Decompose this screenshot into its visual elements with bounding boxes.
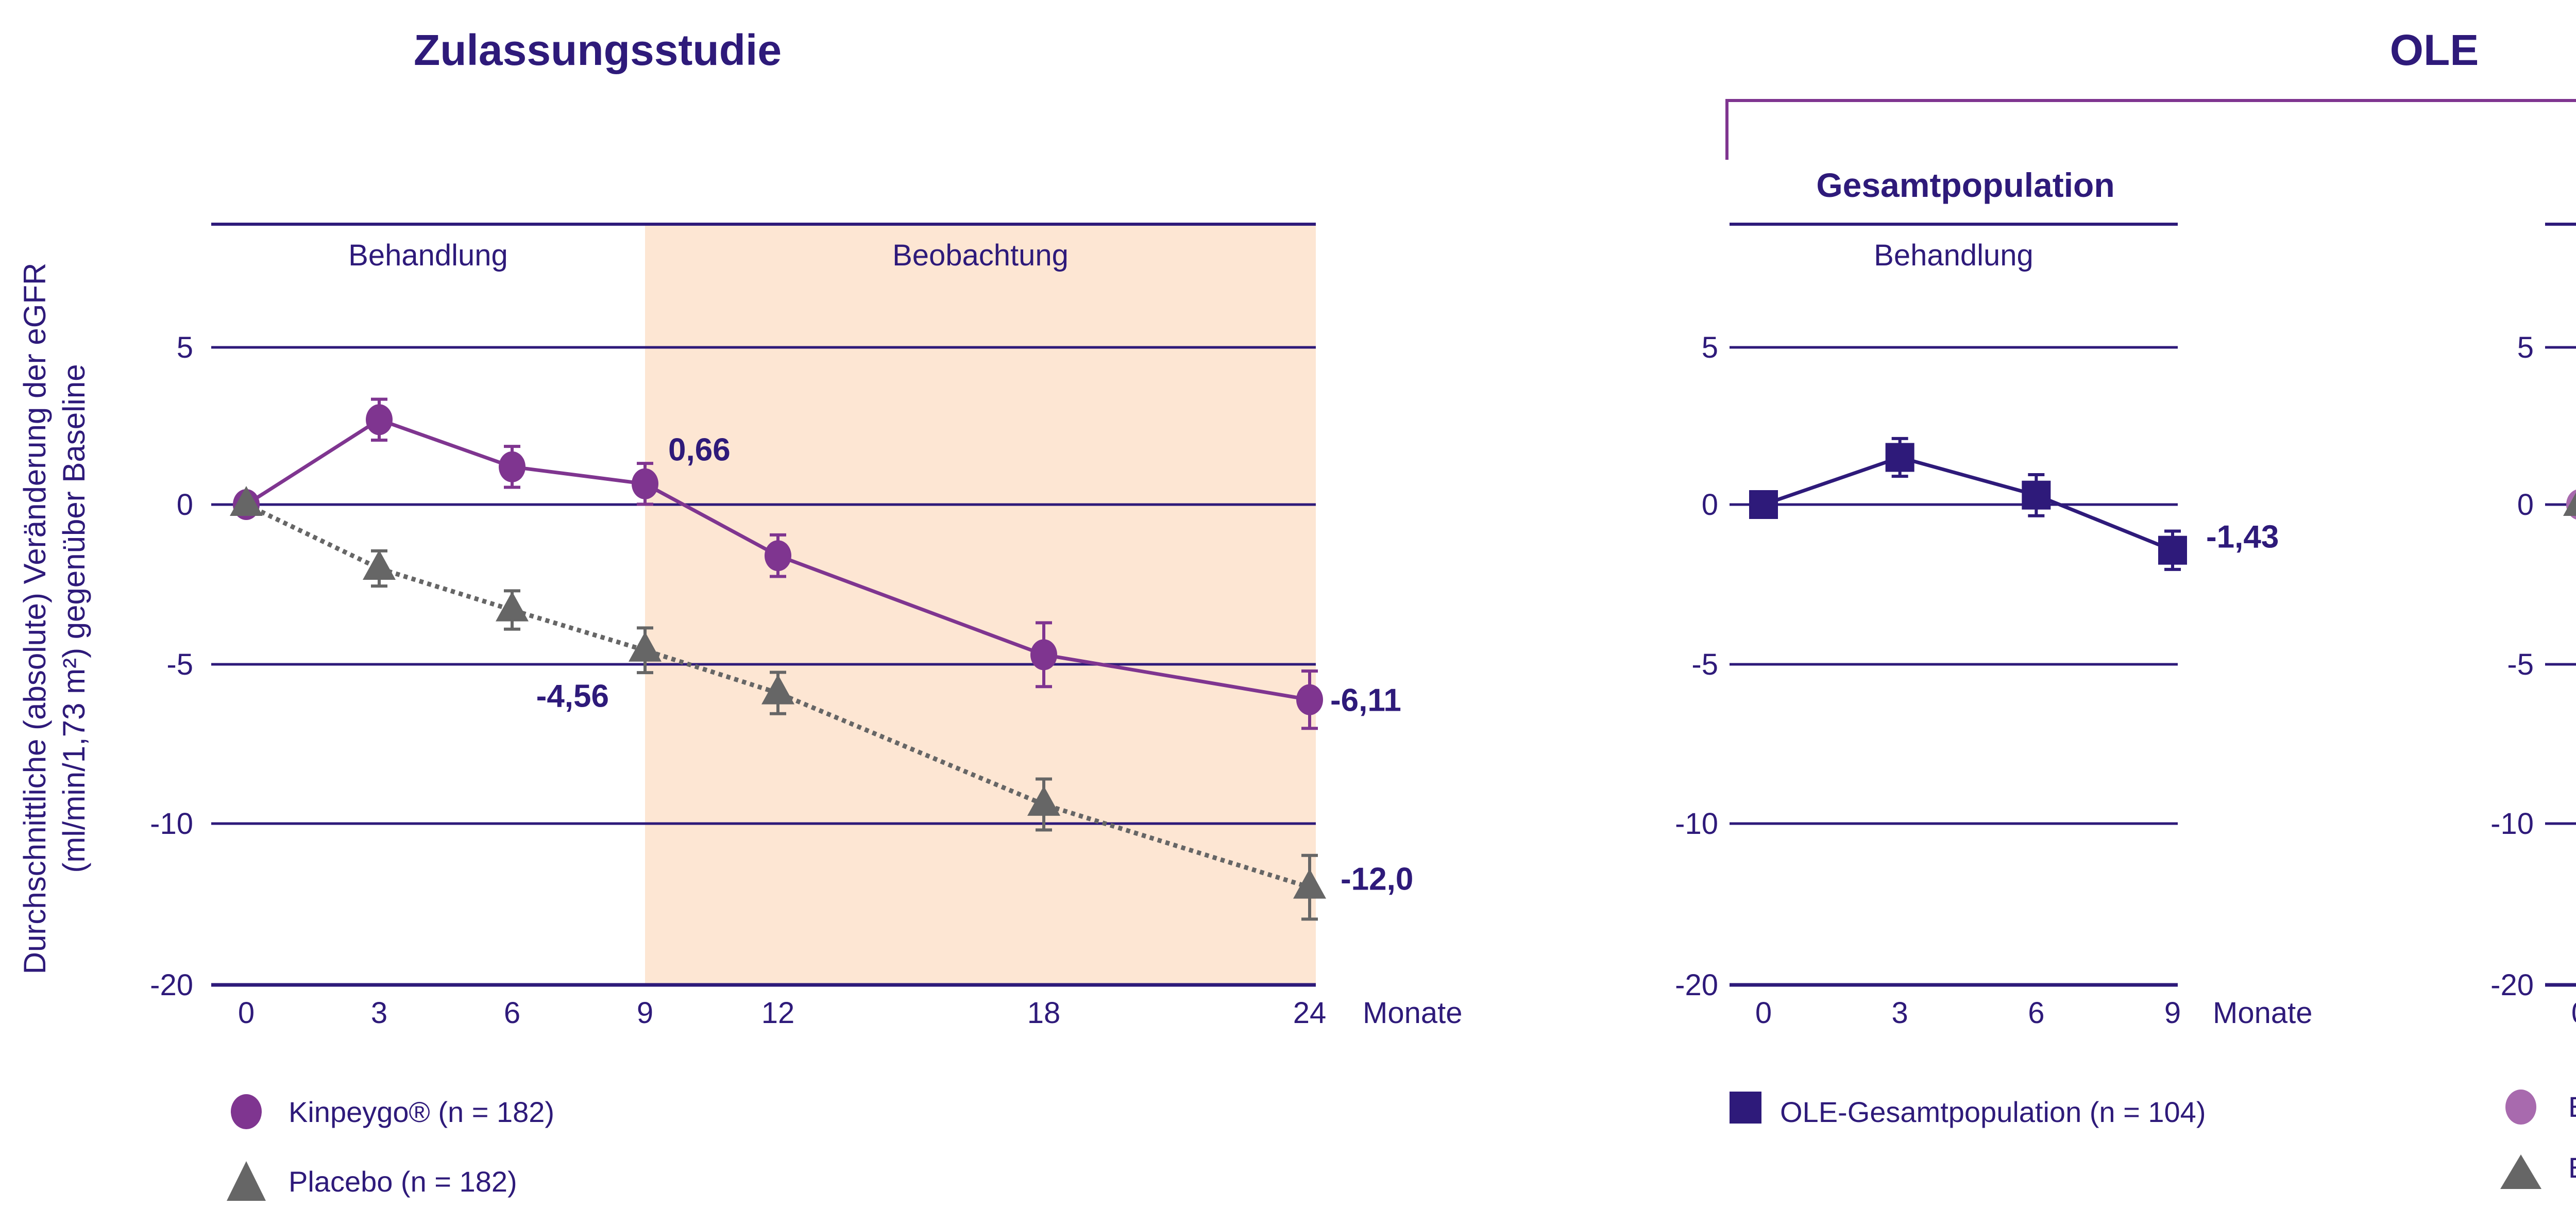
data-point xyxy=(2563,492,2576,516)
data-point xyxy=(2158,535,2187,565)
series-line xyxy=(1762,455,2174,552)
phase-label-beobachtung: Beobachtung xyxy=(892,239,1069,272)
data-point xyxy=(1293,868,1326,899)
data-point xyxy=(629,631,662,662)
data-point xyxy=(2022,480,2051,510)
legend-zulassung: Kinpeygo® (n = 182) Placebo (n = 182) xyxy=(227,1094,554,1201)
data-point xyxy=(1885,443,1914,472)
data-label: -4,56 xyxy=(536,679,609,714)
y-axis-label-line2: (ml/min/1,73 m²) gegenüber Baseline xyxy=(57,364,91,873)
legend-label-kinpeygo: Kinpeygo® (n = 182) xyxy=(289,1096,554,1128)
y-tick-label: -5 xyxy=(2507,648,2534,681)
x-tick-label: 9 xyxy=(2164,996,2181,1030)
y-tick-label: 5 xyxy=(177,331,193,364)
legend-marker-ehemals-placebo xyxy=(2500,1154,2541,1189)
data-label: 0,66 xyxy=(668,432,731,468)
x-tick-label: 9 xyxy=(637,996,653,1030)
x-tick-label: 18 xyxy=(1027,996,1061,1030)
legend-label-placebo: Placebo (n = 182) xyxy=(289,1165,517,1198)
title-ole: OLE xyxy=(2390,26,2479,74)
x-tick-label: 0 xyxy=(1755,996,1772,1030)
x-tick-label: 6 xyxy=(2028,996,2044,1030)
y-tick-label: -20 xyxy=(150,968,193,1002)
y-tick-label: -5 xyxy=(1691,648,1718,681)
legend-gesamt: OLE-Gesamtpopulation (n = 104) xyxy=(1730,1092,2206,1128)
legend-vorbehandlung: Ehemals Kinpeygo® (n = 45) Ehemals Place… xyxy=(2500,1090,2576,1189)
title-zulassungsstudie: Zulassungsstudie xyxy=(414,26,782,74)
data-label: -6,11 xyxy=(1330,683,1401,718)
x-tick-label: 3 xyxy=(1892,996,1908,1030)
y-tick-label: -10 xyxy=(2490,807,2534,841)
x-axis-label: Monate xyxy=(2213,996,2312,1030)
y-tick-label: -20 xyxy=(1675,968,1718,1002)
x-tick-label: 12 xyxy=(761,996,795,1030)
legend-label-ehemals-kinpeygo: Ehemals Kinpeygo® (n = 45) xyxy=(2568,1091,2576,1123)
data-point xyxy=(496,591,529,622)
title-gesamtpopulation: Gesamtpopulation xyxy=(1816,166,2114,204)
y-tick-label: -5 xyxy=(166,648,193,681)
y-tick-label: 5 xyxy=(2517,331,2534,364)
data-point xyxy=(499,451,526,482)
data-point xyxy=(765,540,791,572)
x-tick-label: 6 xyxy=(504,996,520,1030)
phase-shade-beobachtung xyxy=(645,224,1316,985)
y-tick-label: 5 xyxy=(1702,331,1718,364)
x-tick-label: 0 xyxy=(2571,996,2576,1030)
y-tick-label: 0 xyxy=(177,488,193,522)
x-tick-label: 24 xyxy=(1293,996,1327,1030)
data-point xyxy=(761,674,794,705)
data-point xyxy=(1296,684,1323,715)
data-point xyxy=(632,468,658,499)
legend-marker-ole-gesamt xyxy=(1730,1092,1761,1124)
data-point xyxy=(366,404,393,435)
ole-bracket xyxy=(1725,99,2576,160)
chart-zulassungsstudie: Behandlung Beobachtung 5 0 -5 -10 -20 0 3 6 9 12 18 2… xyxy=(150,223,1462,1030)
phase-label-behandlung: Behandlung xyxy=(348,239,508,272)
x-axis-label: Monate xyxy=(1363,996,1462,1030)
y-tick-label: -20 xyxy=(2490,968,2534,1002)
x-tick-label: 3 xyxy=(371,996,387,1030)
legend-label-ehemals-placebo: Ehemals Placebo (n = 74) xyxy=(2568,1151,2576,1184)
chart-gesamtpopulation: Behandlung 5 0 -5 -10 -20 0 3 6 9 Monate -1,43 xyxy=(1675,223,2312,1030)
data-point xyxy=(1749,490,1778,519)
y-axis-label-line1: Durchschnittliche (absolute) Veränderung… xyxy=(18,263,52,975)
legend-marker-ehemals-kinpeygo xyxy=(2505,1090,2536,1125)
data-point xyxy=(230,486,263,516)
data-label: -12,0 xyxy=(1341,862,1413,897)
y-tick-label: 0 xyxy=(2517,488,2534,522)
x-tick-label: 0 xyxy=(238,996,255,1030)
y-tick-label: -10 xyxy=(1675,807,1718,841)
data-point xyxy=(363,550,396,580)
legend-marker-kinpeygo xyxy=(231,1094,262,1129)
legend-marker-placebo xyxy=(227,1161,266,1201)
legend-label-ole-gesamt: OLE-Gesamtpopulation (n = 104) xyxy=(1780,1096,2206,1128)
data-label: -1,43 xyxy=(2206,520,2279,555)
data-point xyxy=(1027,785,1060,816)
y-tick-label: 0 xyxy=(1702,488,1718,522)
data-point xyxy=(1030,639,1057,671)
y-tick-label: -10 xyxy=(150,807,193,841)
phase-label-behandlung: Behandlung xyxy=(1874,239,2033,272)
